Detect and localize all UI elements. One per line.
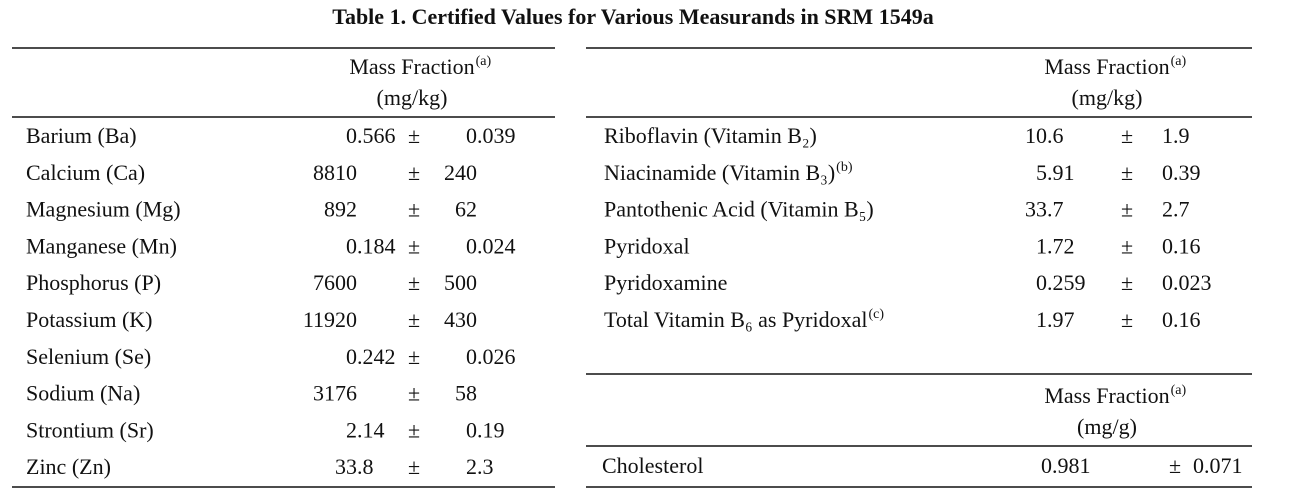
plus-minus: ± [408, 233, 420, 258]
uncertainty: 500 [444, 270, 477, 295]
uncertainty: 0.16 [1162, 307, 1201, 332]
value: 1.97 [1036, 307, 1075, 332]
value: 892 [324, 197, 357, 222]
measurand: Sodium (Na) [26, 381, 140, 406]
column-header: Mass Fraction [1044, 383, 1169, 408]
value: 0.566 [346, 123, 396, 148]
value: 0.981 [1041, 453, 1091, 478]
column-header: Mass Fraction [1044, 54, 1169, 79]
measurand: Manganese (Mn) [26, 233, 177, 258]
plus-minus: ± [408, 417, 420, 442]
value: 33.8 [335, 454, 374, 479]
measurand: Niacinamide (Vitamin B₃) [604, 160, 835, 185]
uncertainty: 0.39 [1162, 160, 1201, 185]
value: 0.242 [346, 344, 396, 369]
measurand: Zinc (Zn) [26, 454, 111, 479]
value: 10.6 [1025, 123, 1064, 148]
uncertainty: 430 [444, 307, 477, 332]
measurand: Barium (Ba) [26, 123, 137, 148]
measurand: Pantothenic Acid (Vitamin B₅) [604, 197, 874, 222]
measurand: Strontium (Sr) [26, 417, 154, 442]
measurand: Pyridoxal [604, 233, 690, 258]
plus-minus: ± [408, 160, 420, 185]
plus-minus: ± [1121, 307, 1133, 332]
plus-minus: ± [1121, 160, 1133, 185]
measurand: Potassium (K) [26, 307, 153, 332]
uncertainty: 1.9 [1162, 123, 1190, 148]
uncertainty: 0.026 [466, 344, 516, 369]
uncertainty: 0.039 [466, 123, 516, 148]
plus-minus: ± [408, 270, 420, 295]
plus-minus: ± [1169, 453, 1181, 478]
footnote-mark: (b) [836, 160, 853, 175]
measurand: Selenium (Se) [26, 344, 151, 369]
footnote-mark: (a) [1171, 383, 1187, 398]
plus-minus: ± [1121, 270, 1133, 295]
uncertainty: 0.071 [1193, 453, 1243, 478]
plus-minus: ± [1121, 123, 1133, 148]
uncertainty: 2.3 [466, 454, 494, 479]
uncertainty: 0.16 [1162, 233, 1201, 258]
measurand: Phosphorus (P) [26, 270, 161, 295]
uncertainty: 62 [455, 197, 477, 222]
plus-minus: ± [408, 307, 420, 332]
value: 5.91 [1036, 160, 1075, 185]
value: 8810 [313, 160, 357, 185]
value: 2.14 [346, 417, 385, 442]
table-title: Table 1. Certified Values for Various Me… [332, 4, 933, 29]
column-header: Mass Fraction [349, 54, 474, 79]
measurand: Pyridoxamine [604, 270, 727, 295]
column-unit: (mg/kg) [377, 85, 448, 110]
measurand: Riboflavin (Vitamin B₂) [604, 123, 817, 148]
plus-minus: ± [1121, 233, 1133, 258]
column-unit: (mg/g) [1077, 414, 1137, 439]
measurand: Magnesium (Mg) [26, 197, 181, 222]
value: 33.7 [1025, 197, 1064, 222]
value: 0.259 [1036, 270, 1086, 295]
plus-minus: ± [408, 454, 420, 479]
plus-minus: ± [1121, 197, 1133, 222]
footnote-mark: (a) [476, 54, 492, 69]
value: 7600 [313, 270, 357, 295]
uncertainty: 58 [455, 381, 477, 406]
uncertainty: 2.7 [1162, 197, 1190, 222]
value: 3176 [313, 381, 357, 406]
measurand: Calcium (Ca) [26, 160, 145, 185]
uncertainty: 240 [444, 160, 477, 185]
value: 0.184 [346, 233, 396, 258]
plus-minus: ± [408, 197, 420, 222]
uncertainty: 0.023 [1162, 270, 1212, 295]
uncertainty: 0.024 [466, 233, 516, 258]
plus-minus: ± [408, 381, 420, 406]
value: 11920 [303, 307, 357, 332]
measurand: Total Vitamin B₆ as Pyridoxal [604, 307, 868, 332]
plus-minus: ± [408, 344, 420, 369]
uncertainty: 0.19 [466, 417, 505, 442]
footnote-mark: (a) [1171, 54, 1187, 69]
footnote-mark: (c) [869, 307, 885, 322]
value: 1.72 [1036, 233, 1075, 258]
plus-minus: ± [408, 123, 420, 148]
measurand: Cholesterol [602, 453, 703, 478]
column-unit: (mg/kg) [1072, 85, 1143, 110]
